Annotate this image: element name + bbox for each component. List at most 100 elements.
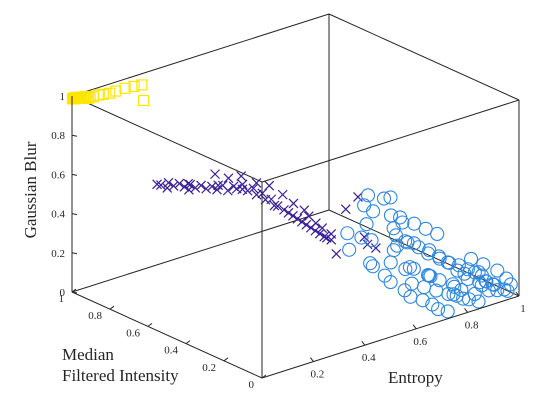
data-point-circle [421, 246, 436, 261]
data-point-circle [398, 234, 413, 249]
data-points [66, 79, 518, 319]
data-point-x [310, 218, 321, 229]
x-tick-mark [412, 324, 417, 330]
data-point-circle [418, 221, 433, 236]
data-point-x [248, 183, 259, 194]
data-point-circle [342, 242, 357, 257]
data-point-circle [383, 208, 398, 223]
z-tick-label: 1 [60, 91, 66, 103]
data-point-circle [449, 288, 464, 303]
y-tick-label: 1 [59, 293, 65, 305]
data-point-x [183, 178, 194, 189]
data-point-x [370, 243, 381, 254]
z-axis-label: Gaussian Blur [21, 141, 40, 238]
y-axis-label-line-2: Filtered Intensity [62, 366, 179, 385]
data-point-x [190, 182, 201, 193]
box-edge-back-top [71, 13, 330, 97]
data-point-circle [442, 255, 457, 270]
data-point-circle [406, 236, 422, 251]
data-point-circle [440, 304, 455, 319]
z-tick-mark [71, 134, 78, 137]
data-point-circle [406, 261, 421, 276]
z-tick-mark [71, 173, 78, 176]
data-point-circle [474, 278, 489, 293]
data-point-circle [407, 216, 422, 231]
data-point-x [162, 183, 173, 193]
data-point-circle [432, 251, 447, 266]
x-tick-label: 0.6 [413, 336, 427, 348]
y-tick-mark [223, 357, 229, 362]
data-point-x [283, 207, 294, 218]
data-point-circle [464, 251, 479, 266]
x-axis-label: Entropy [388, 368, 443, 387]
data-point-square [128, 80, 140, 93]
data-point-x [331, 248, 342, 259]
data-point-x [210, 169, 220, 180]
data-point-circle [393, 210, 408, 225]
data-point-circle [456, 291, 471, 306]
data-point-x [279, 204, 289, 215]
x-tick-mark [361, 340, 366, 346]
data-point-circle [383, 275, 398, 290]
data-point-x [319, 231, 330, 242]
data-point-circle [366, 204, 381, 219]
box-edge-right-top [328, 13, 520, 101]
data-point-circle [390, 238, 405, 253]
z-tick-label: 0.6 [51, 169, 65, 181]
data-point-circle [467, 265, 482, 280]
z-tick-label: 0.4 [51, 209, 65, 221]
x-axis-line [261, 295, 520, 379]
data-point-circle [364, 233, 379, 248]
data-point-x [237, 184, 248, 195]
data-point-square [119, 82, 131, 94]
data-point-x [196, 180, 207, 191]
box-edge-front-top [261, 99, 520, 183]
data-point-circle [376, 191, 392, 206]
data-point-x [264, 180, 275, 191]
data-point-x [201, 183, 212, 194]
data-point-x [223, 173, 234, 184]
data-point-circle [476, 257, 491, 272]
data-point-x [251, 177, 262, 188]
z-tick-label: 0 [60, 287, 66, 299]
data-point-x [237, 179, 248, 190]
y-tick-mark [71, 288, 77, 293]
y-tick-label: 0.6 [126, 327, 140, 339]
x-tick-label: 1 [520, 303, 526, 315]
data-point-circle [441, 286, 456, 302]
data-point-circle [386, 221, 401, 236]
data-point-square [104, 87, 116, 99]
data-point-circle [363, 256, 378, 271]
data-point-x [155, 180, 166, 191]
y-tick-label: 0.8 [88, 310, 102, 322]
data-point-x [174, 178, 185, 189]
box-edge-left-top [71, 95, 263, 183]
y-tick-mark [109, 305, 115, 310]
data-point-x [362, 239, 373, 250]
y-axis-line [71, 291, 263, 379]
data-point-square [136, 79, 148, 91]
data-point-circle [472, 275, 487, 290]
data-point-x [269, 200, 280, 211]
data-point-circle [383, 190, 398, 205]
data-point-x [326, 229, 337, 239]
data-point-circle [451, 258, 466, 273]
data-point-circle [365, 259, 380, 274]
data-point-square [97, 88, 109, 100]
data-point-x [168, 180, 179, 191]
y-tick-label: 0 [249, 379, 255, 391]
data-point-x [317, 223, 328, 233]
data-point-circle [487, 277, 502, 292]
data-point-x [236, 171, 247, 181]
y-tick-mark [185, 340, 191, 345]
x-tick-mark [515, 291, 520, 297]
data-point-circle [404, 276, 419, 291]
data-point-circle [340, 226, 355, 241]
data-point-x [299, 205, 310, 216]
data-point-circle [430, 226, 445, 242]
data-point-x [314, 228, 325, 239]
box-edge-back-bottom [71, 209, 330, 293]
data-point-x [272, 201, 283, 211]
data-point-circle [431, 302, 446, 317]
